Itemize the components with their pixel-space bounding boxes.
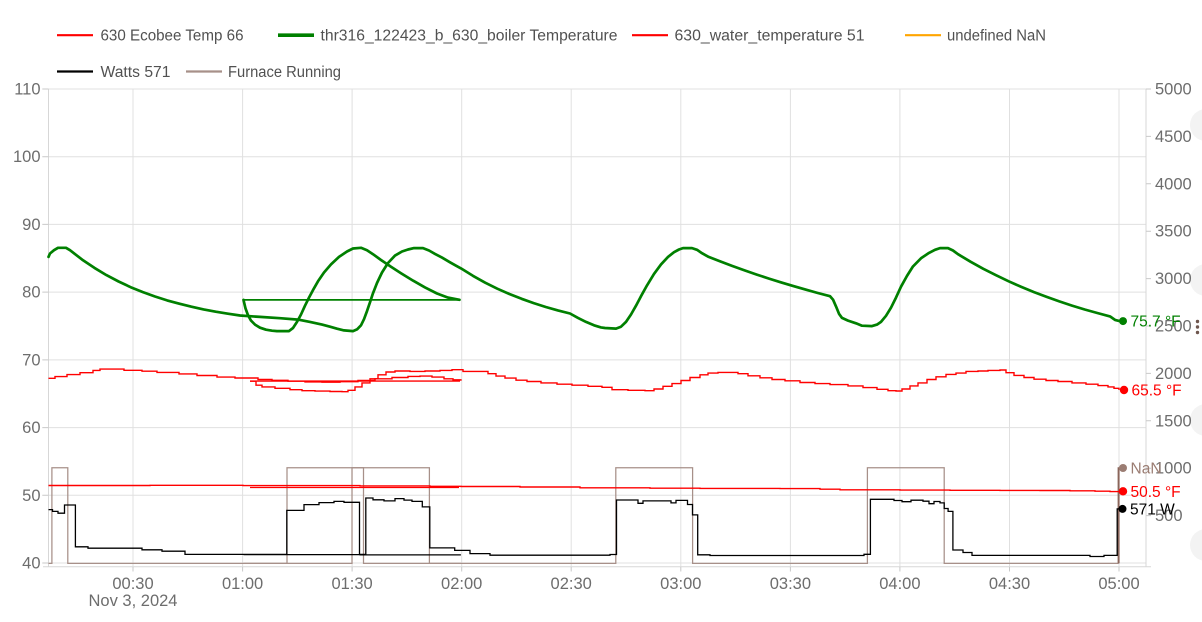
- svg-text:65.5 °F: 65.5 °F: [1132, 383, 1182, 400]
- svg-text:thr316_122423_b_630_boiler Tem: thr316_122423_b_630_boiler Temperature: [321, 28, 618, 45]
- svg-text:571 W: 571 W: [1130, 501, 1175, 518]
- svg-text:01:00: 01:00: [222, 575, 263, 593]
- svg-text:04:00: 04:00: [879, 575, 920, 593]
- svg-text:80: 80: [22, 284, 40, 302]
- svg-text:4500: 4500: [1155, 128, 1192, 146]
- svg-text:03:30: 03:30: [770, 575, 811, 593]
- svg-text:NaN: NaN: [1131, 461, 1162, 478]
- svg-text:1500: 1500: [1155, 412, 1192, 430]
- svg-text:630_water_temperature 51: 630_water_temperature 51: [675, 28, 865, 45]
- svg-text:75.7 °F: 75.7 °F: [1131, 314, 1181, 331]
- svg-text:110: 110: [14, 81, 40, 99]
- svg-text:5000: 5000: [1155, 81, 1192, 99]
- svg-text:2500: 2500: [1155, 318, 1192, 336]
- svg-text:3000: 3000: [1155, 270, 1192, 288]
- svg-text:60: 60: [22, 419, 40, 437]
- svg-text:02:30: 02:30: [551, 575, 592, 593]
- svg-text:03:00: 03:00: [660, 575, 701, 593]
- svg-text:2000: 2000: [1155, 365, 1192, 383]
- svg-text:05:00: 05:00: [1098, 575, 1139, 593]
- svg-text:02:00: 02:00: [441, 575, 482, 593]
- svg-text:100: 100: [13, 148, 41, 166]
- svg-text:undefined NaN: undefined NaN: [947, 28, 1046, 45]
- svg-text:630 Ecobee Temp 66: 630 Ecobee Temp 66: [101, 28, 244, 45]
- svg-text:50: 50: [22, 487, 40, 505]
- svg-text:Watts 571: Watts 571: [101, 64, 171, 81]
- svg-text:3500: 3500: [1155, 223, 1192, 241]
- svg-text:70: 70: [22, 351, 40, 369]
- svg-text:4000: 4000: [1155, 175, 1192, 193]
- svg-text:1000: 1000: [1155, 460, 1192, 478]
- svg-text:40: 40: [22, 555, 40, 573]
- svg-text:01:30: 01:30: [331, 575, 372, 593]
- svg-text:00:30: 00:30: [112, 575, 153, 593]
- svg-text:500: 500: [1155, 507, 1183, 525]
- svg-text:04:30: 04:30: [989, 575, 1030, 593]
- svg-text:Furnace Running: Furnace Running: [228, 64, 341, 81]
- svg-text:90: 90: [22, 216, 40, 234]
- svg-text:Nov 3, 2024: Nov 3, 2024: [89, 592, 178, 610]
- svg-text:50.5 °F: 50.5 °F: [1131, 484, 1181, 501]
